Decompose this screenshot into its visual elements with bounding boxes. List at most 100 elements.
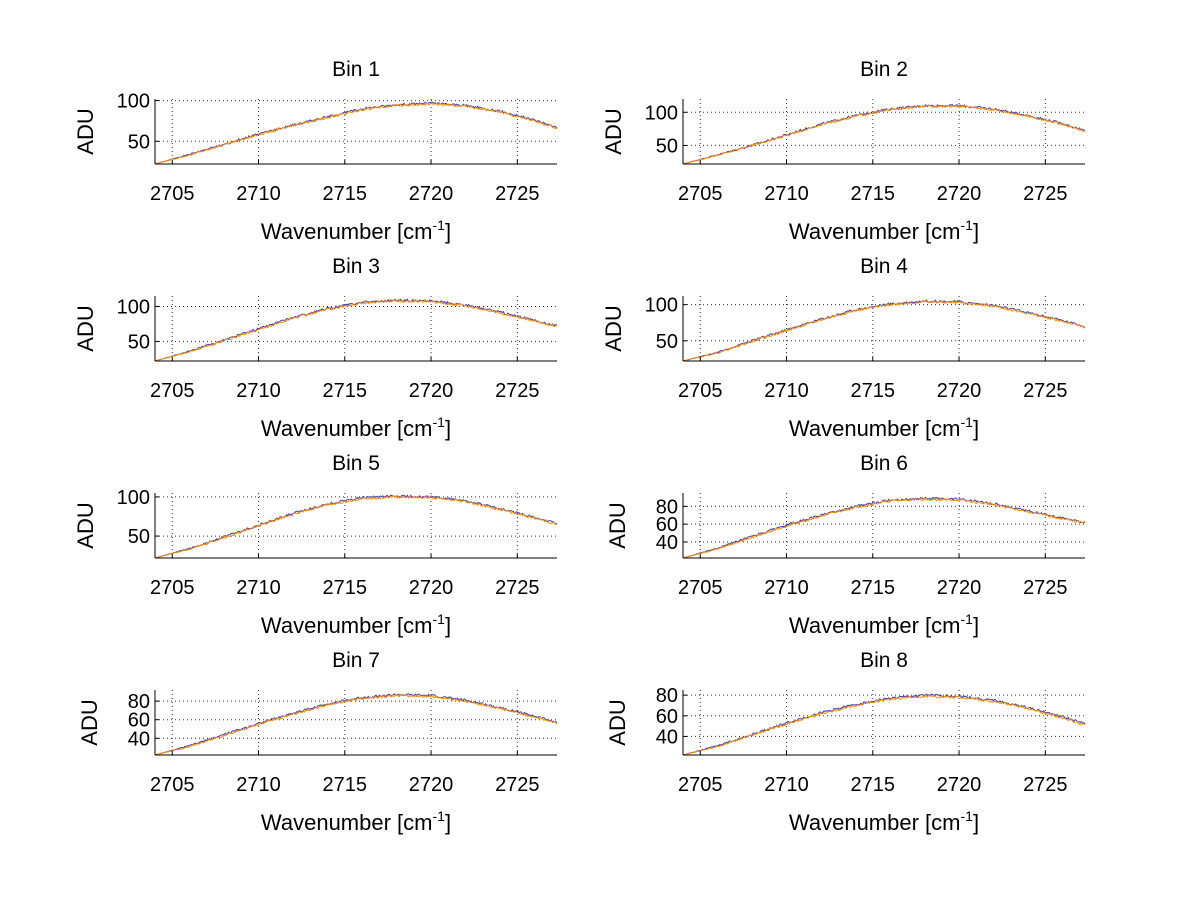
y-tick-label: 80 [128,691,150,713]
x-tick-label: 2715 [851,380,896,402]
y-tick-label: 100 [117,91,150,113]
x-tick-label: 2710 [764,577,809,599]
x-tick-label: 2710 [764,183,809,205]
x-axis-label: Wavenumber [cm-1] [789,611,979,638]
x-tick-label: 2720 [937,577,982,599]
subplot-title: Bin 5 [332,452,380,475]
y-tick-label: 50 [128,131,150,153]
subplot-title: Bin 6 [860,452,908,475]
y-tick-label: 100 [117,487,150,509]
y-tick-label: 50 [656,135,678,157]
series-line-2 [154,102,558,165]
y-axis-label: ADU [601,305,626,351]
series-line-2 [682,497,1086,559]
y-tick-label: 40 [656,532,678,554]
x-tick-label: 2725 [495,774,540,796]
x-tick-label: 2725 [1023,380,1068,402]
series-line-2 [682,104,1086,165]
x-tick-label: 2705 [678,183,723,205]
series-line-2 [154,298,557,362]
x-axis-label: Wavenumber [cm-1] [261,611,451,638]
y-tick-label: 80 [656,685,678,707]
y-tick-label: 100 [645,295,678,317]
x-tick-label: 2710 [236,774,281,796]
x-tick-label: 2710 [236,577,281,599]
y-axis-label: ADU [73,305,98,351]
x-axis-label: Wavenumber [cm-1] [261,217,451,244]
x-tick-label: 2725 [1023,577,1068,599]
x-tick-label: 2705 [150,183,195,205]
subplot-bin-4: 2705 2710 2715 2720 2725 50 100 Bin 4 Wavenumber… [601,255,1086,441]
series-line-2 [154,495,558,559]
x-tick-label: 2725 [1023,183,1068,205]
x-tick-label: 2715 [851,577,896,599]
y-tick-label: 50 [128,331,150,353]
series-line-1 [154,494,558,559]
x-tick-label: 2710 [764,380,809,402]
x-tick-label: 2720 [409,577,454,599]
x-tick-label: 2705 [678,774,723,796]
x-tick-label: 2725 [1023,774,1068,796]
y-axis-label: ADU [605,502,630,548]
x-tick-label: 2720 [937,183,982,205]
y-tick-label: 100 [117,296,150,318]
x-tick-label: 2705 [150,577,195,599]
x-tick-label: 2715 [851,183,896,205]
x-tick-label: 2720 [937,774,982,796]
x-tick-label: 2720 [409,774,454,796]
series-line-1 [682,693,1086,756]
y-tick-label: 100 [645,102,678,124]
subplot-title: Bin 3 [332,255,380,278]
x-tick-label: 2705 [150,774,195,796]
x-tick-label: 2720 [937,380,982,402]
x-tick-label: 2715 [323,380,368,402]
series-line-1 [682,103,1086,165]
x-tick-label: 2725 [495,577,540,599]
x-axis-label: Wavenumber [cm-1] [789,808,979,835]
y-axis-label: ADU [73,108,98,154]
x-tick-label: 2720 [409,183,454,205]
x-tick-label: 2710 [236,380,281,402]
subplot-title: Bin 8 [860,649,908,672]
x-tick-label: 2715 [323,183,368,205]
x-tick-label: 2705 [678,577,723,599]
x-tick-label: 2710 [236,183,281,205]
x-axis-label: Wavenumber [cm-1] [261,414,451,441]
subplot-bin-5: 2705 2710 2715 2720 2725 50 100 Bin 5 Wavenumber… [73,452,558,638]
x-tick-label: 2720 [409,380,454,402]
x-tick-label: 2715 [323,577,368,599]
series-line-2 [682,299,1086,362]
x-tick-label: 2710 [764,774,809,796]
subplot-bin-3: 2705 2710 2715 2720 2725 50 100 Bin 3 Wavenumber… [73,255,558,441]
x-tick-label: 2705 [678,380,723,402]
y-tick-label: 50 [128,526,150,548]
series-line-2 [682,694,1086,756]
y-tick-label: 40 [656,726,678,748]
series-line-1 [682,299,1086,362]
subplot-title: Bin 1 [332,58,380,81]
series-line-2 [154,693,558,756]
y-axis-label: ADU [605,699,630,745]
y-tick-label: 60 [656,706,678,728]
y-tick-label: 60 [128,710,150,732]
y-tick-label: 80 [656,496,678,518]
x-axis-label: Wavenumber [cm-1] [789,414,979,441]
series-line-1 [154,693,558,756]
y-tick-label: 50 [656,331,678,353]
x-axis-label: Wavenumber [cm-1] [261,808,451,835]
x-tick-label: 2725 [495,183,540,205]
x-axis-label: Wavenumber [cm-1] [789,217,979,244]
y-tick-label: 60 [656,514,678,536]
x-tick-label: 2725 [495,380,540,402]
subplot-title: Bin 7 [332,649,380,672]
y-axis-label: ADU [73,502,98,548]
x-tick-label: 2705 [150,380,195,402]
series-line-1 [682,496,1086,559]
series-line-1 [154,298,558,362]
y-tick-label: 40 [128,728,150,750]
subplot-title: Bin 4 [860,255,908,278]
